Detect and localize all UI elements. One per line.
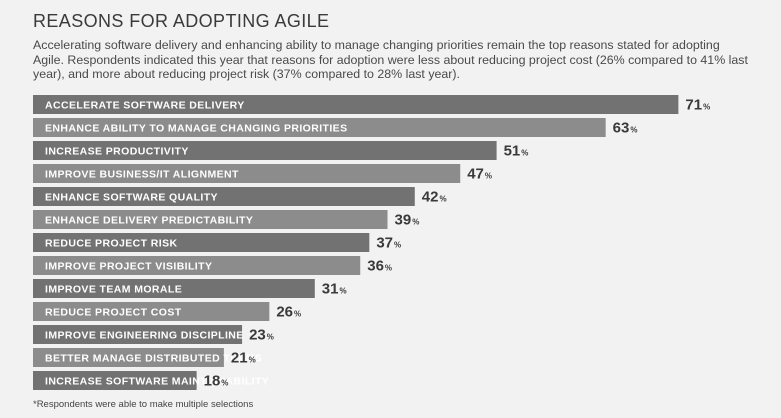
bar <box>33 233 370 252</box>
footnote: *Respondents were able to make multiple … <box>33 399 254 410</box>
bar-row: ACCELERATE SOFTWARE DELIVERY 71% <box>33 95 710 114</box>
bar-value-label: 71% <box>685 97 710 114</box>
bar-row: IMPROVE ENGINEERING DISCIPLINE 23% <box>33 325 274 344</box>
bar-row: IMPROVE PROJECT VISIBILITY 36% <box>33 256 392 275</box>
bar-category-label: IMPROVE TEAM MORALE <box>45 284 182 296</box>
bar <box>33 279 315 298</box>
bar-row: REDUCE PROJECT RISK 37% <box>33 233 401 252</box>
bar-value-label: 26% <box>276 304 301 321</box>
bar <box>33 210 388 229</box>
bar-value-label: 21% <box>231 350 256 367</box>
bar-category-label: REDUCE PROJECT COST <box>45 307 182 319</box>
bar-category-label: INCREASE PRODUCTIVITY <box>45 146 189 158</box>
bar <box>33 302 270 321</box>
bar <box>33 256 361 275</box>
bar-category-label: ENHANCE SOFTWARE QUALITY <box>45 192 218 204</box>
bar-value-label: 39% <box>395 212 420 229</box>
bar-category-label: ENHANCE DELIVERY PREDICTABILITY <box>45 215 253 227</box>
bar-value-label: 23% <box>249 327 274 344</box>
bar-row: ENHANCE ABILITY TO MANAGE CHANGING PRIOR… <box>33 118 637 137</box>
bar-category-label: REDUCE PROJECT RISK <box>45 238 177 250</box>
bar <box>33 325 243 344</box>
bar-row: IMPROVE BUSINESS/IT ALIGNMENT 47% <box>33 164 492 183</box>
bar <box>33 141 497 160</box>
bar-value-label: 51% <box>504 143 529 160</box>
bar-value-label: 36% <box>367 258 392 275</box>
bar-value-label: 31% <box>322 281 347 298</box>
bar-value-label: 47% <box>467 166 492 183</box>
bar-category-label: ENHANCE ABILITY TO MANAGE CHANGING PRIOR… <box>45 123 348 135</box>
bar-row: ENHANCE SOFTWARE QUALITY 42% <box>33 187 447 206</box>
bar-category-label: BETTER MANAGE DISTRIBUTED TEAMS <box>45 353 262 365</box>
bar-category-label: IMPROVE BUSINESS/IT ALIGNMENT <box>45 169 239 181</box>
bar-category-label: IMPROVE PROJECT VISIBILITY <box>45 261 212 273</box>
bar <box>33 118 606 137</box>
bar-value-label: 42% <box>422 189 447 206</box>
bar <box>33 95 679 114</box>
bar-row: REDUCE PROJECT COST 26% <box>33 302 301 321</box>
bar-value-label: 18% <box>204 373 229 390</box>
bar-row: INCREASE PRODUCTIVITY 51% <box>33 141 528 160</box>
bar-value-label: 63% <box>613 120 638 137</box>
bar <box>33 371 197 390</box>
bar <box>33 164 461 183</box>
bar <box>33 348 224 367</box>
chart-title: REASONS FOR ADOPTING AGILE <box>33 11 330 31</box>
bar-value-label: 37% <box>376 235 401 252</box>
bar-row: ENHANCE DELIVERY PREDICTABILITY 39% <box>33 210 419 229</box>
chart-subtitle: Accelerating software delivery and enhan… <box>33 38 748 81</box>
bar-category-label: IMPROVE ENGINEERING DISCIPLINE <box>45 330 244 342</box>
bar <box>33 187 415 206</box>
bar-category-label: INCREASE SOFTWARE MAINTAINABILITY <box>45 376 269 388</box>
bar-row: IMPROVE TEAM MORALE 31% <box>33 279 347 298</box>
bar-category-label: ACCELERATE SOFTWARE DELIVERY <box>45 100 245 112</box>
